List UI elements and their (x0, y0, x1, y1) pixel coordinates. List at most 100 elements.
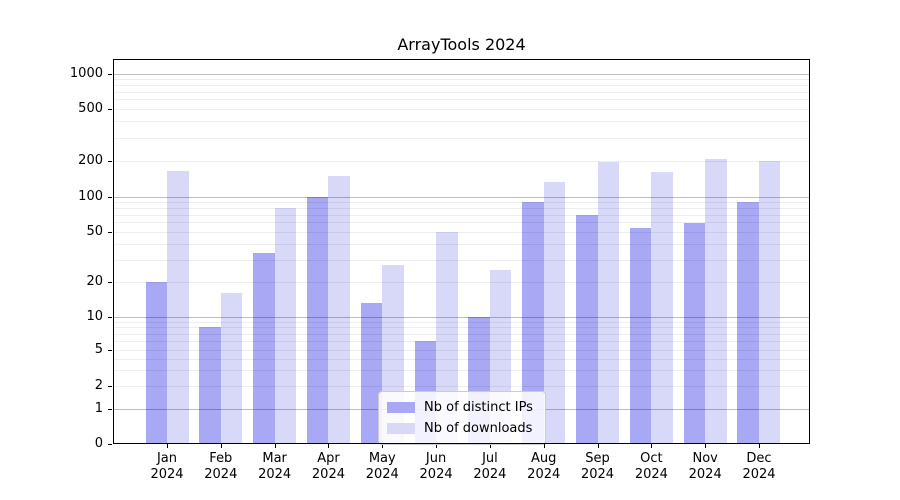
month-name: Mar (262, 451, 287, 466)
x-axis-tick (543, 444, 545, 448)
legend-swatch-downloads (387, 423, 415, 434)
minor-gridline (113, 350, 810, 351)
chart-title: ArrayTools 2024 (397, 35, 526, 54)
minor-gridline (113, 259, 810, 261)
bar-distinct-ips-sep (576, 214, 598, 444)
bar-downloads-apr (328, 175, 350, 444)
y-axis-tick-label: 5 (94, 342, 103, 357)
bar-downloads-oct (651, 172, 673, 444)
month-name: May (368, 451, 396, 466)
x-axis-month-label: May 2024 (354, 451, 410, 483)
x-axis-tick (758, 444, 760, 448)
major-gridline (113, 196, 810, 198)
minor-gridline (113, 79, 810, 81)
x-axis-tick (651, 444, 653, 448)
legend: Nb of distinct IPs Nb of downloads (378, 391, 546, 445)
minor-gridline (113, 108, 810, 110)
minor-gridline (113, 321, 810, 323)
month-year: 2024 (742, 467, 776, 482)
minor-gridline (113, 282, 810, 283)
month-name: Nov (692, 451, 718, 466)
y-axis-tick-label: 100 (78, 188, 103, 204)
month-year: 2024 (527, 467, 561, 482)
minor-gridline (113, 91, 810, 93)
y-axis-tick (108, 386, 112, 387)
y-axis-tick-label: 20 (86, 274, 103, 289)
month-year: 2024 (688, 467, 722, 482)
y-axis-tick (108, 161, 112, 162)
minor-gridline (113, 201, 810, 203)
y-axis-tick (108, 282, 112, 283)
x-axis-tick (489, 444, 491, 448)
minor-gridline (113, 85, 810, 87)
y-axis-tick (108, 409, 112, 410)
minor-gridline (113, 333, 810, 335)
y-axis-tick (108, 231, 112, 233)
y-axis-tick (108, 196, 112, 198)
minor-gridline (113, 207, 810, 209)
month-year: 2024 (419, 467, 453, 482)
month-year: 2024 (580, 467, 615, 482)
x-axis-tick (167, 444, 168, 448)
bar-distinct-ips-apr (306, 196, 329, 444)
month-name: Feb (209, 451, 233, 466)
bar-distinct-ips-feb (199, 327, 221, 444)
bar-downloads-sep (597, 161, 620, 444)
month-name: Oct (640, 451, 663, 466)
month-year: 2024 (150, 467, 184, 482)
bar-distinct-ips-oct (629, 227, 652, 444)
month-year: 2024 (258, 467, 292, 482)
legend-label: Nb of distinct IPs (424, 400, 533, 415)
month-name: Sep (585, 451, 610, 466)
minor-gridline (113, 214, 810, 216)
x-axis-tick (382, 444, 384, 448)
bar-distinct-ips-jan (145, 282, 167, 444)
bar-downloads-dec (758, 160, 781, 444)
minor-gridline (113, 99, 810, 101)
y-axis-tick-label: 1 (94, 401, 103, 416)
x-axis-month-label: Jun 2024 (408, 451, 464, 483)
x-axis-month-label: Apr 2024 (300, 451, 356, 483)
major-gridline (113, 316, 810, 318)
y-axis-tick (108, 108, 112, 110)
x-axis-month-label: Jul 2024 (462, 451, 518, 483)
x-axis-month-label: Nov 2024 (677, 451, 733, 483)
bar-distinct-ips-may (360, 303, 383, 444)
minor-gridline (113, 222, 810, 224)
x-axis-month-label: Oct 2024 (623, 451, 679, 483)
x-axis-tick (597, 444, 599, 448)
plot-area: Nb of distinct IPs Nb of downloads (113, 59, 810, 445)
bar-downloads-jan (167, 170, 189, 444)
y-axis-tick-label: 10 (86, 308, 103, 324)
month-year: 2024 (204, 467, 238, 482)
x-axis-month-label: Aug 2024 (516, 451, 572, 483)
y-axis-tick-label: 200 (78, 153, 103, 168)
minor-gridline (113, 121, 810, 123)
bar-downloads-mar (274, 207, 297, 444)
minor-gridline (113, 370, 810, 372)
y-axis-tick (108, 444, 112, 445)
month-name: Aug (531, 451, 557, 466)
y-axis-tick-label: 2 (94, 378, 103, 393)
minor-gridline (113, 327, 810, 329)
major-gridline (113, 74, 810, 75)
y-axis-tick-label: 1000 (69, 66, 103, 81)
x-axis-month-label: Dec 2024 (731, 451, 787, 483)
legend-label: Nb of downloads (424, 421, 533, 436)
bar-distinct-ips-aug (522, 201, 544, 444)
month-name: Jan (156, 451, 178, 466)
month-year: 2024 (634, 467, 668, 482)
y-axis-tick-label: 500 (78, 100, 103, 116)
legend-swatch-distinct-ips (387, 402, 415, 413)
bar-downloads-jun (436, 231, 458, 444)
legend-entry: Nb of distinct IPs (387, 398, 533, 417)
x-axis-tick (274, 444, 276, 448)
bar-distinct-ips-nov (683, 223, 706, 444)
x-axis-tick (328, 444, 330, 448)
y-axis-tick-label: 0 (94, 436, 103, 451)
y-axis-tick (108, 350, 112, 351)
x-axis-tick (436, 444, 438, 448)
minor-gridline (113, 161, 810, 162)
x-axis-month-label: Feb 2024 (193, 451, 249, 483)
minor-gridline (113, 341, 810, 343)
